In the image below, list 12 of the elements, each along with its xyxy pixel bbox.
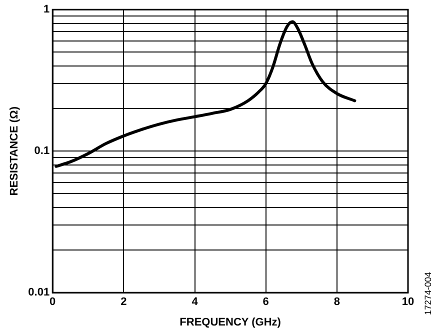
x-tick-label: 0: [50, 296, 56, 308]
y-tick-label: 0.01: [28, 286, 50, 299]
y-tick-label: 0.1: [34, 145, 50, 158]
x-tick-label: 2: [120, 296, 127, 308]
x-tick-label: 6: [262, 296, 269, 308]
x-tick-label: 8: [334, 296, 340, 308]
y-tick-label: 1: [43, 4, 50, 16]
text: 17274-004: [423, 272, 433, 315]
y-axis-title: RESISTANCE (Ω): [8, 106, 21, 196]
x-tick-label: 4: [192, 296, 199, 308]
x-axis-title: FREQUENCY (GHz): [180, 316, 282, 328]
x-tick-label: 10: [402, 296, 414, 308]
